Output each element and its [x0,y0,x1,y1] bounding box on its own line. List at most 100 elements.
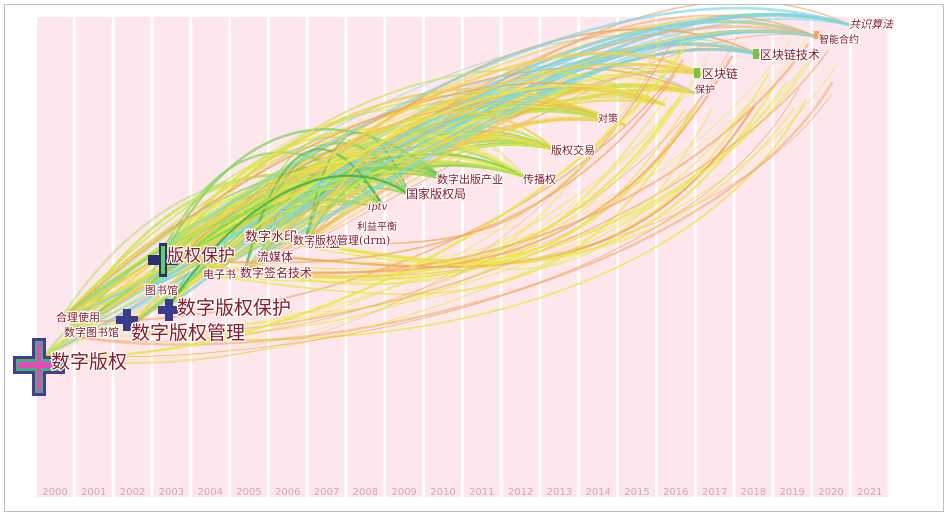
year-column [37,17,73,497]
link-arc [244,33,818,271]
link-arc [59,198,386,322]
timeline-visualization: 数字版权 合理使用 数字图书馆 数字版权管理 数字版权保护 图书馆 版权保护 电… [13,5,895,498]
keyword-label: 数字签名技术 [240,265,312,280]
year-label: 2011 [469,487,494,498]
keyword-label: 版权保护 [167,246,235,266]
keyword-label: 数字水印 [245,230,297,245]
link-arc [243,148,387,271]
link-arc [162,74,676,264]
link-arc [44,70,706,357]
keyword-label: 图书馆 [145,283,178,297]
link-arc [59,6,851,322]
keyword-label: 数字版权管理 [131,322,245,344]
keyword-label: 利益平衡 [357,220,397,233]
year-label: 2017 [702,487,727,498]
link-arc [249,187,386,238]
link-arc [249,28,761,238]
link-arc [259,83,696,257]
node-smart-contract [814,31,819,39]
year-label: 2005 [236,487,261,498]
link-arc [244,62,707,276]
link-arc [59,62,706,322]
keyword-label: 区块链 [702,66,738,81]
keyword-label: 电子书 [203,268,236,281]
link-arc [123,51,706,332]
keyword-label: 区块链技术 [760,47,820,62]
year-label: 2010 [430,487,455,498]
year-label: 2012 [508,487,533,498]
year-axis: 2000 2001 2002 2003 2004 2005 2006 2007 2008 2009… [42,487,882,498]
link-arc [303,163,446,244]
link-arc [144,132,526,291]
link-arc [124,50,829,334]
year-label: 2009 [391,487,416,498]
year-label: 2002 [120,487,145,498]
link-arc [59,98,666,321]
node-blockchain-tech [753,49,759,59]
link-arc [59,33,761,321]
link-arc [144,101,626,291]
year-label: 2003 [159,487,184,498]
keyword-label: 数字版权 [51,351,127,373]
node-blockchain [694,68,700,78]
link-arc [44,46,687,358]
co-occurrence-links [43,5,851,364]
link-arc [169,64,837,314]
keyword-label: 对策 [598,112,618,125]
keyword-label: 保护 [695,83,715,96]
link-arc [244,62,696,271]
year-label: 2006 [275,487,300,498]
keyword-label: 传播权 [523,172,556,186]
keyword-label: 流媒体 [257,250,293,264]
keyword-label: 合理使用 [56,310,100,324]
link-arc [169,84,666,306]
keyword-nodes [13,31,819,396]
link-arc [44,87,800,358]
year-label: 2004 [197,487,222,498]
link-arc [162,43,761,258]
keyword-label: 数字版权管理(drm) [293,233,390,247]
year-column [657,17,694,497]
link-arc [59,152,526,321]
year-label: 2020 [818,487,843,498]
link-arc [64,96,681,338]
year-column [851,17,888,497]
year-label: 2018 [741,487,766,498]
keyword-label: 数字图书馆 [64,325,119,339]
keyword-labels: 数字版权 合理使用 数字图书馆 数字版权管理 数字版权保护 图书馆 版权保护 电… [50,17,895,375]
link-arc [124,99,807,341]
link-arc [204,104,748,283]
year-label: 2013 [547,487,572,498]
year-column [813,17,849,497]
keyword-label: iptv [368,202,388,213]
link-arc [64,58,730,342]
year-label: 2001 [81,487,106,498]
link-arc [162,107,556,258]
link-arc [304,116,626,245]
node-copyright-protection [148,243,178,277]
year-label: 2008 [353,487,378,498]
year-label: 2000 [42,487,67,498]
year-label: 2016 [663,487,688,498]
link-arc [144,13,851,292]
link-arc [44,69,652,364]
year-column [308,17,345,497]
keyword-label: 数字版权保护 [177,297,291,319]
link-arc [44,59,812,363]
year-label: 2015 [624,487,649,498]
year-column [75,17,112,497]
link-arc [64,81,834,346]
link-arc [244,55,734,274]
link-arc [259,48,761,256]
link-arc [204,118,626,277]
keyword-label: 机顶盒 [307,236,340,250]
year-label: 2014 [585,487,610,498]
link-arc [259,29,818,257]
link-arc [259,37,793,264]
keyword-label: 国家版权局 [406,186,466,201]
year-label: 2007 [314,487,339,498]
node-digital-copyright-protection [158,299,180,321]
year-label: 2019 [779,487,804,498]
link-arc [144,129,556,291]
link-arc [304,108,713,270]
